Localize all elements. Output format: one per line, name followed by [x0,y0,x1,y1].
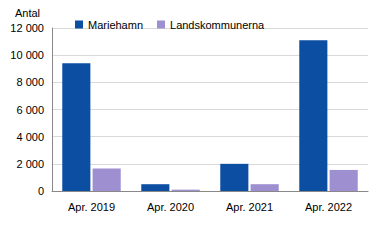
svg-text:0: 0 [38,185,44,197]
svg-text:10 000: 10 000 [10,49,44,61]
svg-text:8 000: 8 000 [16,76,44,88]
svg-text:Apr. 2021: Apr. 2021 [226,201,273,213]
svg-text:Apr. 2022: Apr. 2022 [305,201,352,213]
svg-text:Landskommunerna: Landskommunerna [170,19,265,31]
svg-text:Apr. 2019: Apr. 2019 [68,201,115,213]
svg-text:2 000: 2 000 [16,158,44,170]
svg-text:Antal: Antal [15,7,40,19]
svg-text:6 000: 6 000 [16,104,44,116]
svg-text:4 000: 4 000 [16,131,44,143]
svg-text:Apr. 2020: Apr. 2020 [147,201,194,213]
svg-text:Mariehamn: Mariehamn [88,19,143,31]
svg-text:12 000: 12 000 [10,22,44,34]
